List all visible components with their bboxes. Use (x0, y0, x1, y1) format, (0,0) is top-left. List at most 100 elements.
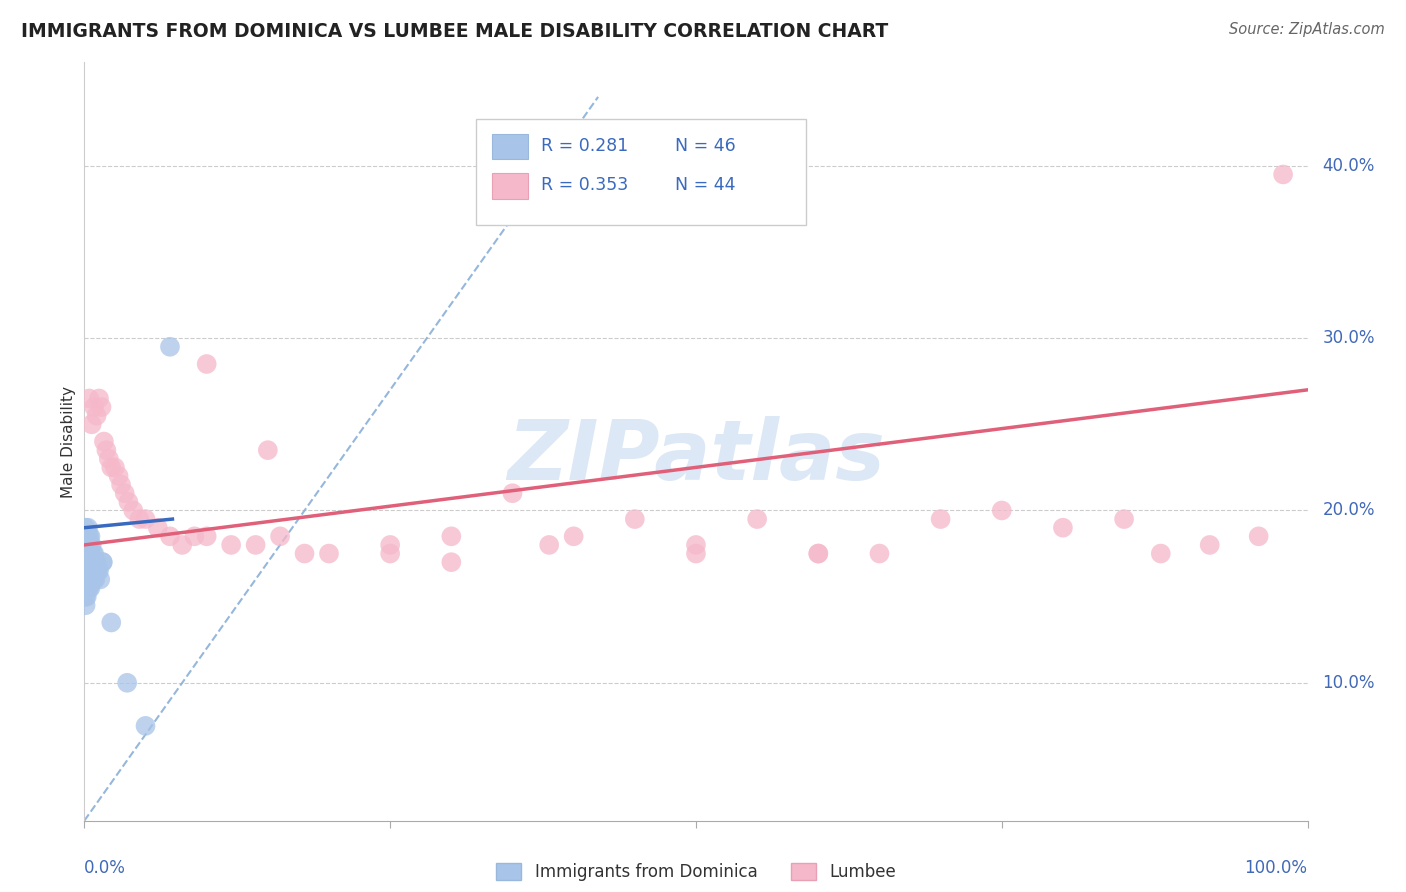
Point (100, 460, 122, 475)
Point (77, 547, 100, 561)
Point (245, 538, 267, 552)
Point (115, 675, 138, 690)
Point (75, 538, 97, 552)
Point (79, 547, 101, 561)
Point (318, 547, 340, 561)
Point (562, 529, 585, 543)
Point (135, 719, 157, 733)
Point (135, 512, 157, 526)
Point (86, 409, 108, 423)
Point (79, 581, 101, 595)
Point (991, 503, 1014, 517)
Point (685, 538, 707, 552)
Text: 40.0%: 40.0% (1322, 157, 1375, 175)
Y-axis label: Male Disability: Male Disability (60, 385, 76, 498)
Point (1114, 512, 1136, 526)
Point (75, 573, 97, 587)
Point (93, 434, 115, 449)
Point (77, 529, 100, 543)
Point (77, 555, 100, 569)
Point (76, 590, 98, 604)
Point (100, 615, 122, 630)
Point (195, 529, 218, 543)
Point (257, 443, 280, 458)
Point (82, 564, 104, 578)
Point (84, 555, 107, 569)
Point (146, 521, 169, 535)
Point (77, 573, 100, 587)
Point (380, 547, 402, 561)
Text: N = 44: N = 44 (675, 177, 735, 194)
Point (107, 469, 129, 483)
Point (159, 529, 181, 543)
Point (86, 555, 108, 569)
Point (1198, 538, 1220, 552)
Point (195, 357, 218, 371)
Point (79, 564, 101, 578)
Point (77, 581, 100, 595)
Point (269, 529, 291, 543)
Point (122, 503, 145, 517)
Text: 30.0%: 30.0% (1322, 329, 1375, 347)
Point (77, 521, 100, 535)
Text: 20.0%: 20.0% (1322, 501, 1375, 519)
Text: 0.0%: 0.0% (84, 858, 127, 877)
Point (440, 529, 463, 543)
Point (80, 417, 103, 432)
Point (80, 555, 103, 569)
Point (87, 392, 110, 406)
Point (172, 538, 194, 552)
Point (89, 573, 111, 587)
Point (87, 564, 110, 578)
Text: 100.0%: 100.0% (1244, 858, 1308, 877)
Point (75, 590, 97, 604)
Point (97, 451, 120, 466)
Text: IMMIGRANTS FROM DOMINICA VS LUMBEE MALE DISABILITY CORRELATION CHART: IMMIGRANTS FROM DOMINICA VS LUMBEE MALE … (21, 22, 889, 41)
Point (538, 538, 561, 552)
Point (83, 573, 105, 587)
Point (76, 529, 98, 543)
Point (75, 547, 97, 561)
Point (90, 400, 112, 414)
Point (82, 547, 104, 561)
Point (117, 495, 139, 509)
Point (159, 340, 181, 354)
Point (75, 521, 97, 535)
FancyBboxPatch shape (475, 120, 806, 226)
Text: ZIPatlas: ZIPatlas (508, 417, 884, 497)
Point (87, 564, 110, 578)
Point (502, 486, 524, 500)
Point (75, 599, 97, 613)
Point (76, 573, 98, 587)
Point (747, 512, 769, 526)
Point (104, 460, 127, 475)
Point (110, 477, 132, 491)
Point (79, 529, 101, 543)
Point (440, 555, 463, 569)
Text: R = 0.353: R = 0.353 (541, 177, 628, 194)
Point (75, 564, 97, 578)
Text: R = 0.281: R = 0.281 (541, 136, 628, 155)
Point (183, 529, 205, 543)
Point (380, 538, 402, 552)
Point (77, 392, 100, 406)
Point (294, 547, 316, 561)
Text: 10.0%: 10.0% (1322, 673, 1375, 692)
Point (75, 581, 97, 595)
Point (75, 555, 97, 569)
Point (76, 538, 98, 552)
Point (624, 512, 647, 526)
Point (685, 547, 707, 561)
Point (929, 512, 952, 526)
Point (869, 547, 891, 561)
Point (77, 564, 100, 578)
Point (80, 573, 103, 587)
Point (96, 443, 118, 458)
Point (83, 400, 105, 414)
Point (80, 538, 103, 552)
Point (1247, 529, 1270, 543)
Point (91, 555, 114, 569)
Legend: Immigrants from Dominica, Lumbee: Immigrants from Dominica, Lumbee (489, 856, 903, 888)
Bar (492, 173, 529, 199)
Point (219, 538, 242, 552)
